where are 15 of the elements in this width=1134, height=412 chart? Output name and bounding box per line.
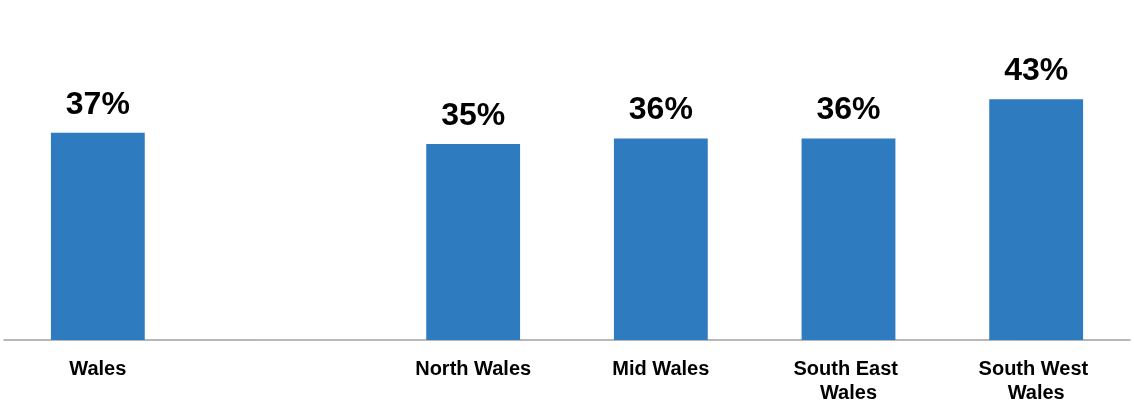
data-label: 36% (816, 90, 881, 127)
x-tick-label: North Wales (415, 357, 532, 379)
bar (426, 144, 521, 340)
data-label: 37% (65, 84, 130, 121)
bar (801, 138, 896, 340)
data-label: 36% (628, 90, 693, 127)
data-label: 43% (1004, 51, 1069, 88)
bar (50, 132, 145, 340)
bar (613, 138, 708, 340)
data-label: 35% (441, 96, 506, 132)
x-tick-label: Wales (69, 357, 127, 379)
x-tick-label: South West Wales (978, 357, 1094, 403)
x-tick-label: Mid Wales (612, 357, 710, 379)
bar (989, 99, 1084, 340)
x-tick-label: South East Wales (793, 357, 904, 403)
